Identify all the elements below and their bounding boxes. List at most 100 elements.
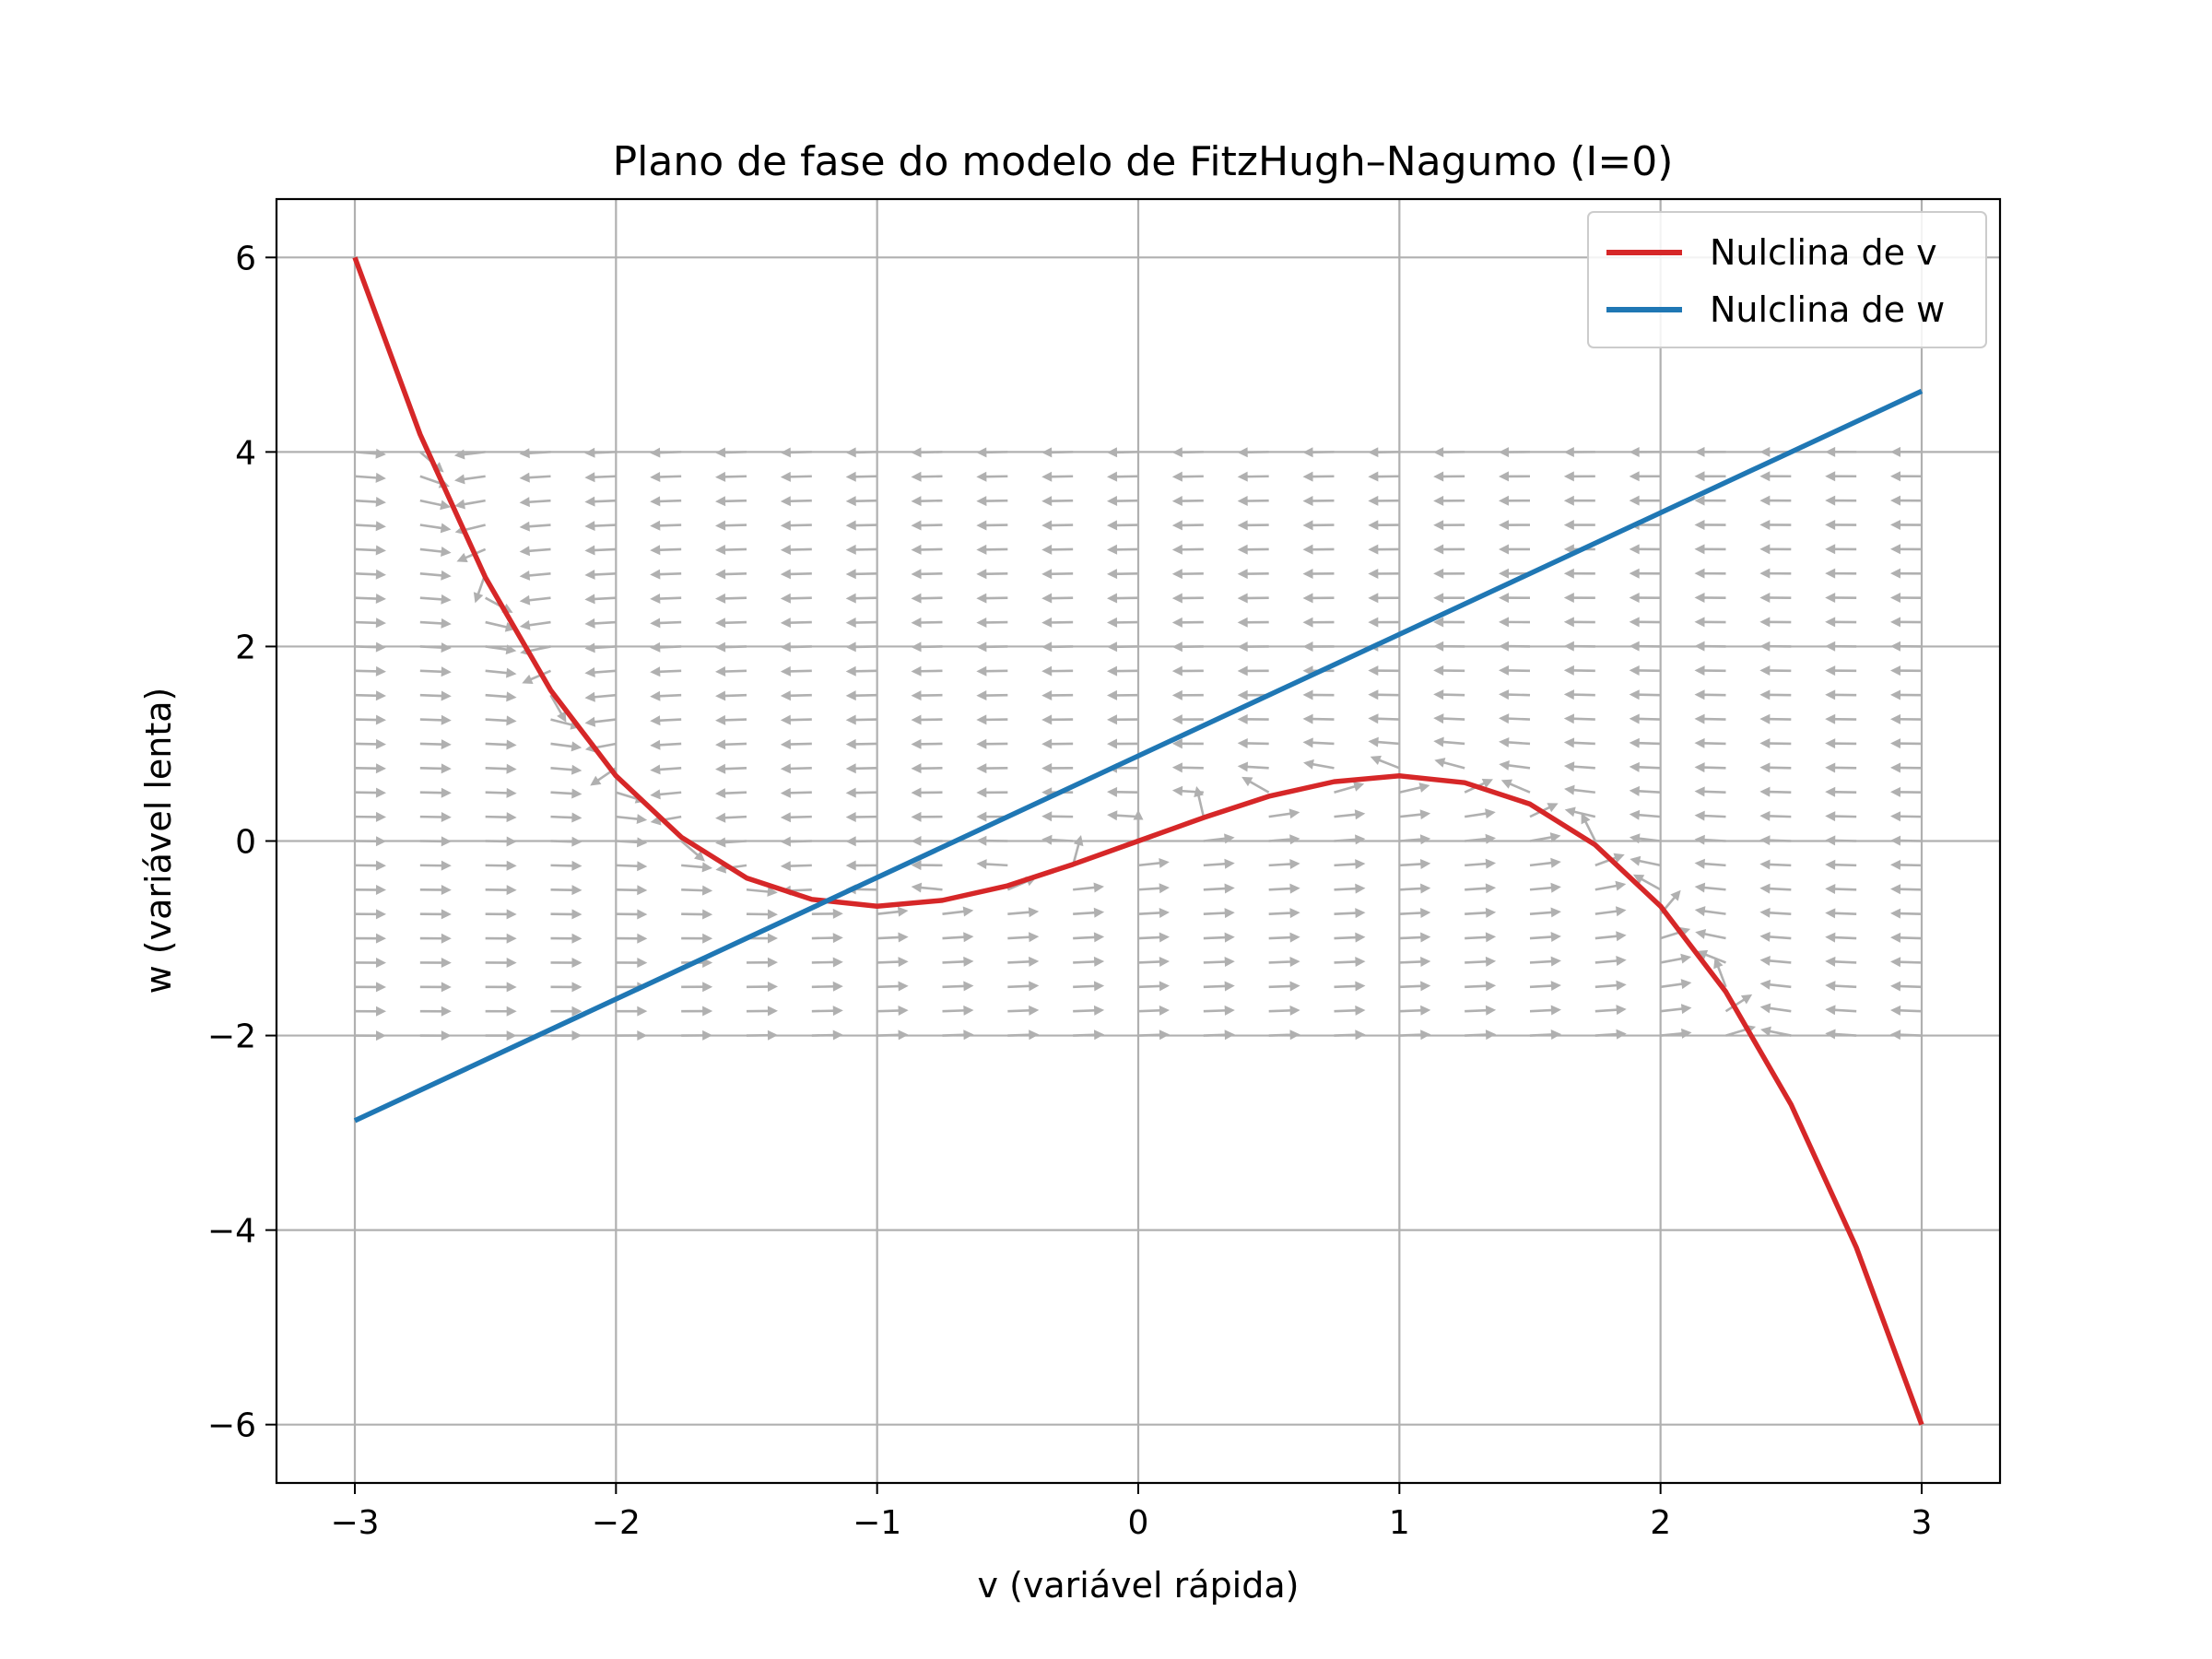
vector-arrow xyxy=(746,957,778,968)
vector-arrow xyxy=(877,957,909,968)
vector-arrow xyxy=(419,618,452,629)
vector-arrow xyxy=(550,812,582,823)
vector-arrow xyxy=(650,447,682,458)
vector-arrow xyxy=(1759,835,1792,846)
vector-arrow xyxy=(1302,471,1335,482)
vector-arrow xyxy=(1465,932,1497,943)
vector-arrow xyxy=(1368,520,1400,531)
vector-arrow xyxy=(1629,665,1661,676)
vector-arrow xyxy=(1399,782,1430,794)
vector-arrow xyxy=(1268,981,1300,992)
vector-arrow xyxy=(1268,859,1300,870)
vector-arrow xyxy=(715,837,747,848)
vector-arrow xyxy=(419,836,452,847)
vector-arrow xyxy=(942,956,974,967)
vector-arrow xyxy=(715,545,747,556)
vector-arrow xyxy=(1499,713,1531,724)
vector-arrow xyxy=(942,1005,974,1016)
vector-arrow xyxy=(1107,471,1139,482)
legend: Nulclina de v Nulclina de w xyxy=(1587,211,1987,348)
vector-arrow xyxy=(1563,520,1595,531)
vector-arrow xyxy=(1007,932,1040,943)
vector-arrow xyxy=(1759,689,1792,700)
x-tick-label: 3 xyxy=(1912,1504,1933,1542)
vector-arrow xyxy=(1890,446,1923,457)
vector-arrow xyxy=(1370,755,1400,770)
vector-arrow xyxy=(1368,447,1400,458)
vector-arrow xyxy=(419,690,452,701)
vector-arrow xyxy=(1563,689,1595,700)
vector-arrow xyxy=(780,861,812,872)
vector-arrow xyxy=(485,787,517,798)
vector-arrow xyxy=(1107,810,1139,821)
vector-arrow xyxy=(1759,810,1792,821)
vector-arrow xyxy=(877,932,909,943)
vector-arrow xyxy=(1041,617,1074,628)
vector-arrow xyxy=(1499,495,1531,506)
vector-arrow xyxy=(485,958,517,969)
vector-arrow xyxy=(1433,689,1465,700)
vector-arrow xyxy=(845,520,877,531)
vector-arrow xyxy=(354,763,386,774)
vector-arrow xyxy=(354,1030,386,1041)
vector-arrow xyxy=(681,885,713,896)
vector-arrow xyxy=(1465,907,1497,918)
vector-arrow xyxy=(1302,544,1335,555)
vector-arrow xyxy=(811,981,843,992)
vector-arrow xyxy=(485,739,517,750)
vector-arrow xyxy=(1171,593,1204,604)
vector-arrow xyxy=(354,738,386,749)
vector-arrow xyxy=(811,908,843,919)
vector-arrow xyxy=(1890,713,1923,724)
vector-arrow xyxy=(354,497,386,508)
vector-arrow xyxy=(584,521,617,532)
vector-arrow xyxy=(1465,883,1497,894)
vector-arrow xyxy=(650,545,682,556)
vector-arrow xyxy=(519,497,551,508)
vector-arrow xyxy=(746,1030,778,1041)
vector-arrow xyxy=(354,545,386,556)
vector-arrow xyxy=(419,1030,452,1041)
vector-arrow xyxy=(550,836,582,847)
vector-arrow xyxy=(1237,737,1269,748)
x-axis-ticks: −3 −2 −1 0 1 2 3 xyxy=(330,1483,1932,1542)
vector-arrow xyxy=(1695,929,1726,940)
vector-arrow xyxy=(1007,1030,1040,1041)
vector-arrow xyxy=(1529,907,1561,918)
vector-arrow xyxy=(1433,713,1465,724)
vector-arrow xyxy=(911,447,943,458)
vector-arrow xyxy=(1563,665,1595,676)
vector-arrow xyxy=(1171,471,1204,482)
vector-arrow xyxy=(1564,806,1596,818)
vector-arrow xyxy=(1499,593,1531,604)
vector-arrow xyxy=(354,594,386,605)
vector-arrow xyxy=(1660,953,1692,964)
vector-arrow xyxy=(1825,593,1857,604)
vector-arrow xyxy=(780,618,812,629)
vector-arrow xyxy=(1694,786,1726,797)
x-axis-label: v (variável rápida) xyxy=(978,1565,1300,1606)
vector-arrow xyxy=(419,594,452,605)
vector-arrow xyxy=(845,690,877,701)
vector-arrow xyxy=(911,665,943,677)
vector-arrow xyxy=(1334,981,1366,992)
vector-arrow xyxy=(1368,593,1400,604)
vector-arrow xyxy=(1760,1026,1792,1037)
x-tick-label: 1 xyxy=(1389,1504,1410,1542)
vector-arrow xyxy=(1237,641,1269,653)
vector-arrow xyxy=(1434,758,1465,770)
vector-arrow xyxy=(911,593,943,604)
vector-arrow xyxy=(1237,761,1269,772)
vector-arrow xyxy=(1825,835,1857,846)
vector-arrow xyxy=(1825,786,1857,797)
vector-arrow xyxy=(1629,495,1661,506)
vector-arrow xyxy=(780,787,812,798)
vector-arrow xyxy=(1433,641,1465,652)
vector-arrow xyxy=(354,690,386,701)
vector-arrow xyxy=(650,520,682,531)
vector-arrow xyxy=(485,860,517,871)
vector-arrow xyxy=(1171,617,1204,628)
vector-arrow xyxy=(1268,908,1300,919)
vector-arrow xyxy=(1433,665,1465,676)
